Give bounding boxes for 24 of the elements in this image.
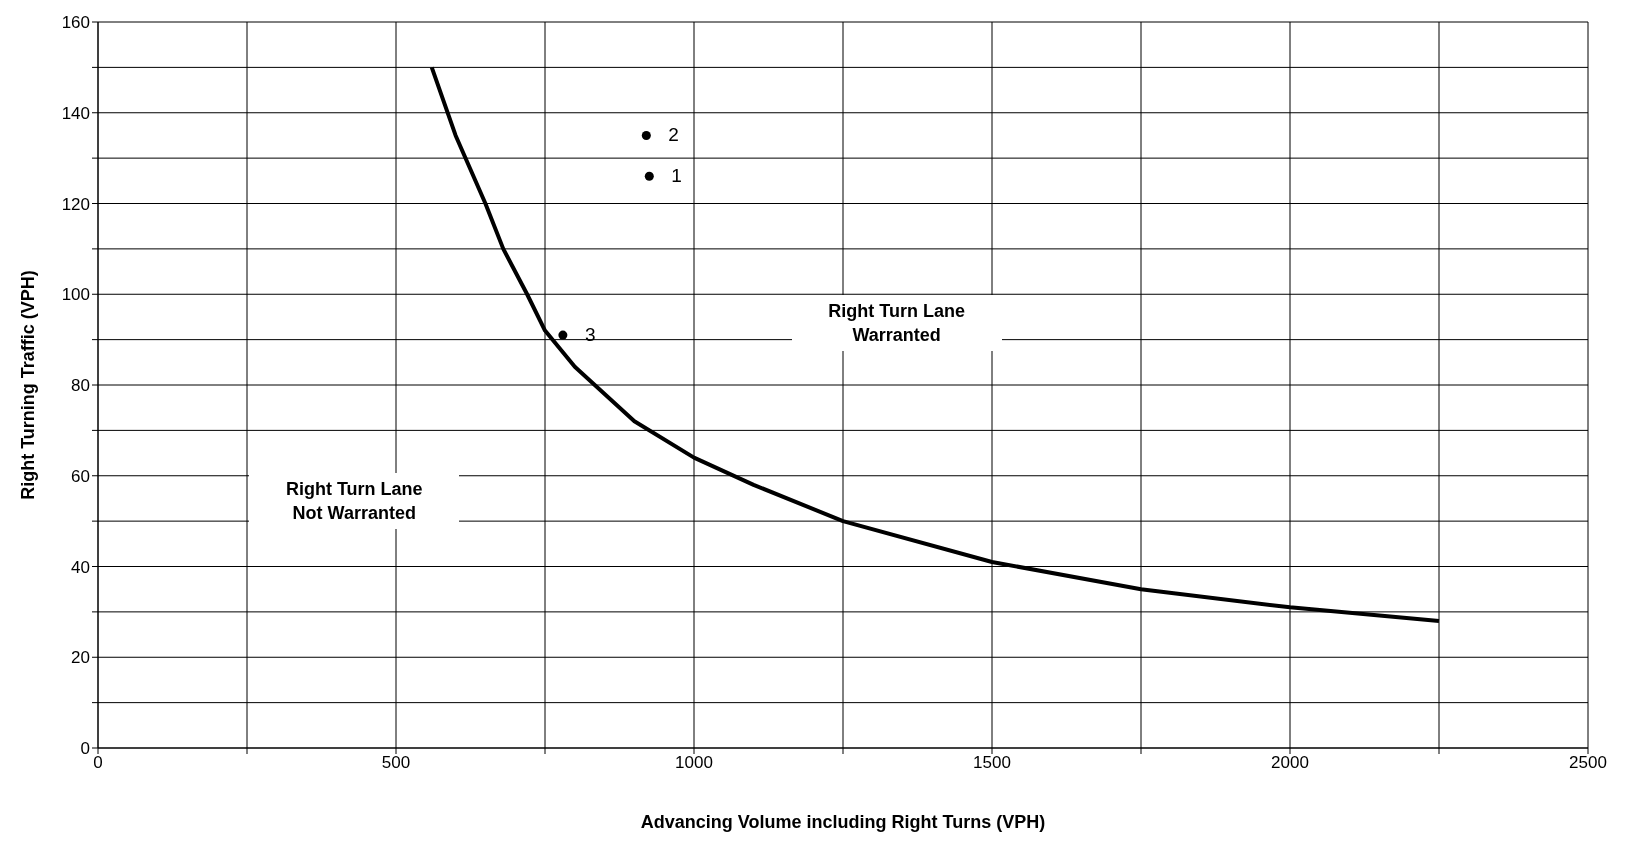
y-tick-label: 60	[71, 466, 90, 486]
y-tick-label: 100	[61, 285, 90, 305]
x-tick-label: 500	[381, 753, 411, 773]
x-tick-label: 1000	[675, 753, 713, 773]
y-tick-label: 120	[61, 194, 90, 214]
annotation: 1	[671, 165, 682, 187]
y-tick-label: 80	[71, 376, 90, 396]
annotation: Right Turn Lane Not Warranted	[285, 478, 423, 526]
point	[558, 330, 568, 340]
y-tick-label: 140	[61, 103, 90, 123]
y-tick-label: 20	[71, 648, 90, 668]
point	[644, 171, 654, 181]
y-axis-title: Right Turning Traffic (VPH)	[18, 270, 39, 500]
y-tick-label: 0	[80, 739, 90, 759]
annotation: Right Turn Lane Warranted	[828, 299, 965, 347]
point	[641, 130, 651, 140]
y-tick-label: 40	[71, 557, 90, 577]
annotation: 2	[668, 124, 679, 146]
y-tick-label: 160	[61, 13, 90, 33]
x-tick-label: 2500	[1569, 753, 1607, 773]
x-axis-title: Advancing Volume including Right Turns (VPH)	[640, 812, 1046, 832]
x-tick-label: 1500	[973, 753, 1011, 773]
x-tick-label: 0	[93, 753, 103, 773]
x-tick-label: 2000	[1271, 753, 1309, 773]
